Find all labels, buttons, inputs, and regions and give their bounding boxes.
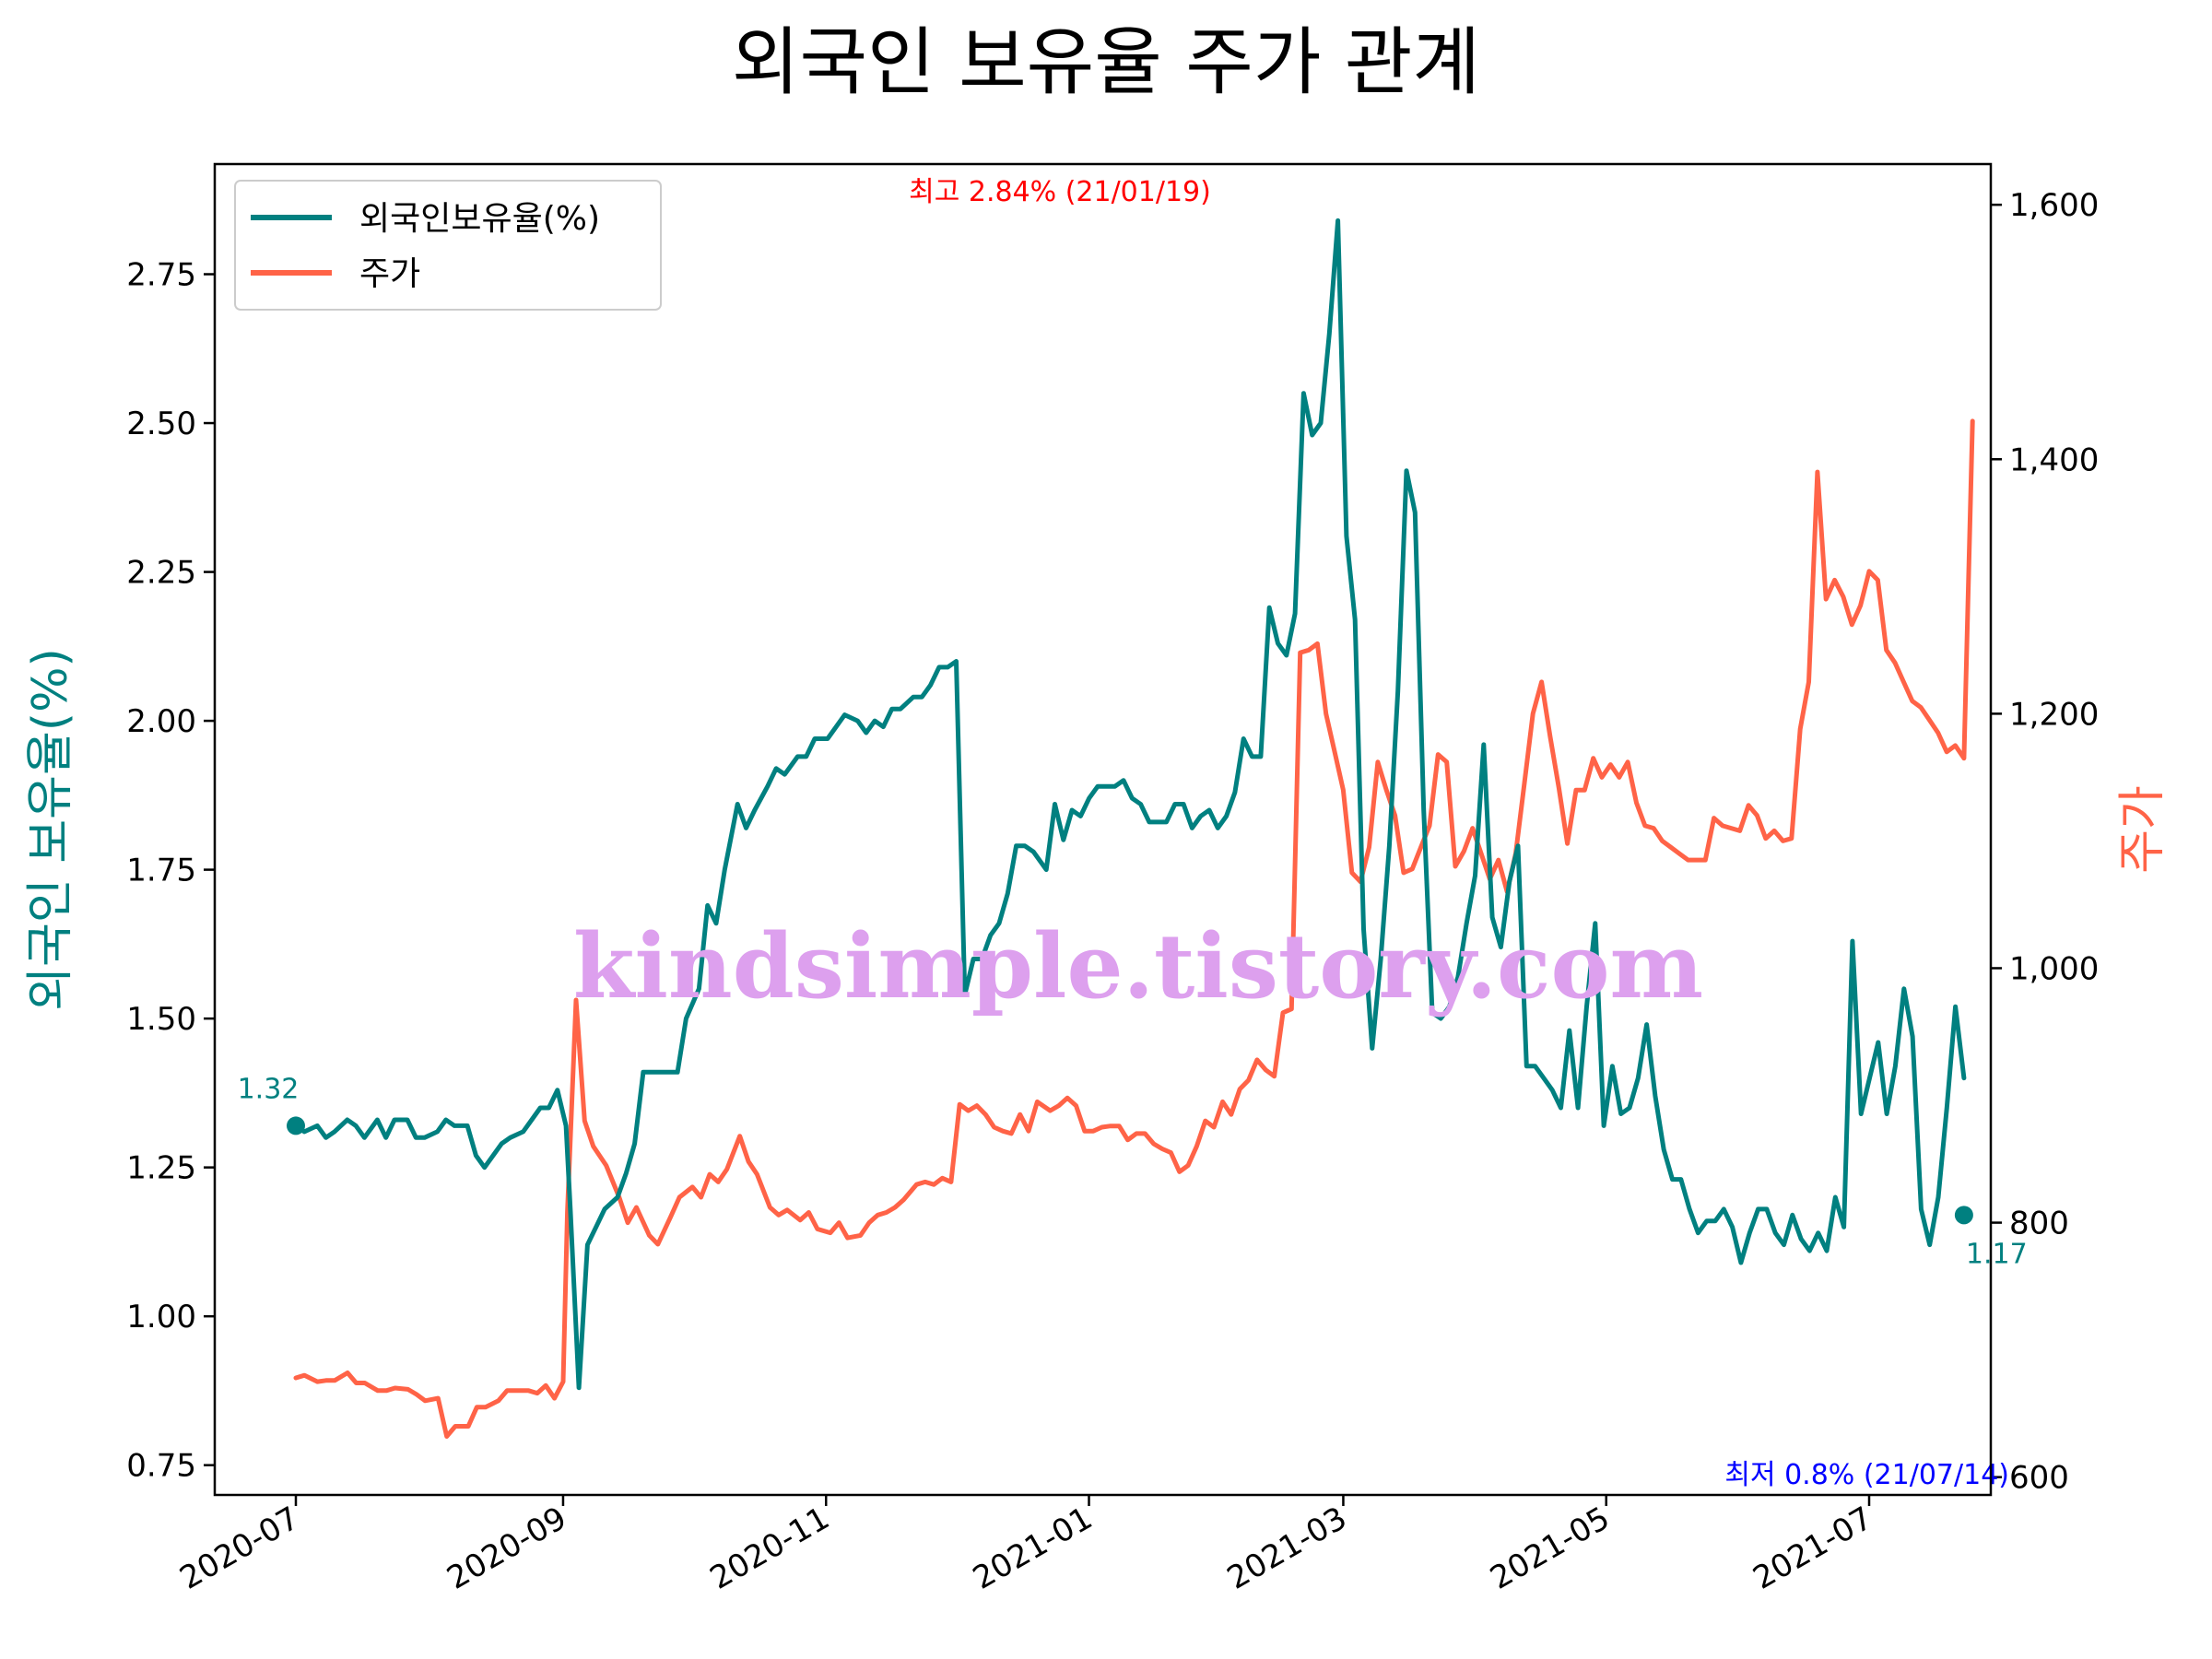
end-point-marker [1954, 1206, 1973, 1225]
y-axis-left-label: 외국인 보유율(%) [23, 648, 78, 1011]
y-axis-right: 600 800 1,000 1,200 1,400 1,600 [1991, 187, 2099, 1497]
y-right-tick-label: 1,400 [2009, 441, 2099, 478]
x-tick-label: 2021-01 [967, 1500, 1099, 1597]
max-annotation: 최고 2.84% (21/01/19) [909, 176, 1211, 208]
legend-label-price: 주가 [359, 255, 420, 293]
min-annotation: 최저 0.8% (21/07/14) [1724, 1459, 2009, 1491]
y-right-tick-label: 600 [2009, 1460, 2069, 1497]
y-left-tick-label: 1.75 [126, 853, 196, 889]
y-left-tick-label: 2.00 [126, 703, 196, 740]
x-tick-label: 2021-05 [1484, 1500, 1616, 1597]
start-point-marker [287, 1116, 305, 1135]
series-line-price [293, 418, 1975, 1439]
x-tick-label: 2020-07 [173, 1500, 305, 1597]
y-left-tick-label: 2.50 [126, 406, 196, 442]
y-right-tick-label: 800 [2009, 1206, 2069, 1242]
y-right-tick-label: 1,000 [2009, 950, 2099, 987]
y-left-tick-label: 1.00 [126, 1299, 196, 1335]
watermark-text: kindsimple.tistory.com [573, 914, 1703, 1018]
x-tick-label: 2021-03 [1221, 1500, 1353, 1597]
chart-title: 외국인 보유율 주가 관계 [732, 19, 1480, 105]
y-left-tick-label: 1.50 [126, 1001, 196, 1038]
x-axis: 2020-07 2020-09 2020-11 2021-01 2021-03 2021-… [173, 1495, 1879, 1597]
y-right-tick-label: 1,600 [2009, 187, 2099, 224]
y-axis-right-label: 주가 [2115, 785, 2171, 874]
legend-label-foreign-ratio: 외국인보유율(%) [359, 200, 600, 238]
y-left-tick-label: 0.75 [126, 1448, 196, 1485]
y-left-tick-label: 2.25 [126, 555, 196, 592]
y-right-tick-label: 1,200 [2009, 696, 2099, 733]
y-left-tick-label: 2.75 [126, 257, 196, 294]
legend-box [234, 180, 662, 311]
plot-frame [213, 162, 1993, 1497]
x-tick-label: 2020-09 [441, 1500, 572, 1597]
legend: 외국인보유율(%) 주가 [234, 180, 662, 311]
start-value-label: 1.32 [238, 1073, 300, 1105]
x-tick-label: 2020-11 [704, 1500, 836, 1597]
end-value-label: 1.17 [1966, 1238, 2028, 1270]
y-axis-left: 0.75 1.00 1.25 1.50 1.75 2.00 2.25 2.50 2.75 [126, 257, 215, 1485]
y-left-tick-label: 1.25 [126, 1150, 196, 1187]
series-line-foreign-ratio [293, 218, 1967, 1391]
x-tick-label: 2021-07 [1747, 1500, 1878, 1597]
